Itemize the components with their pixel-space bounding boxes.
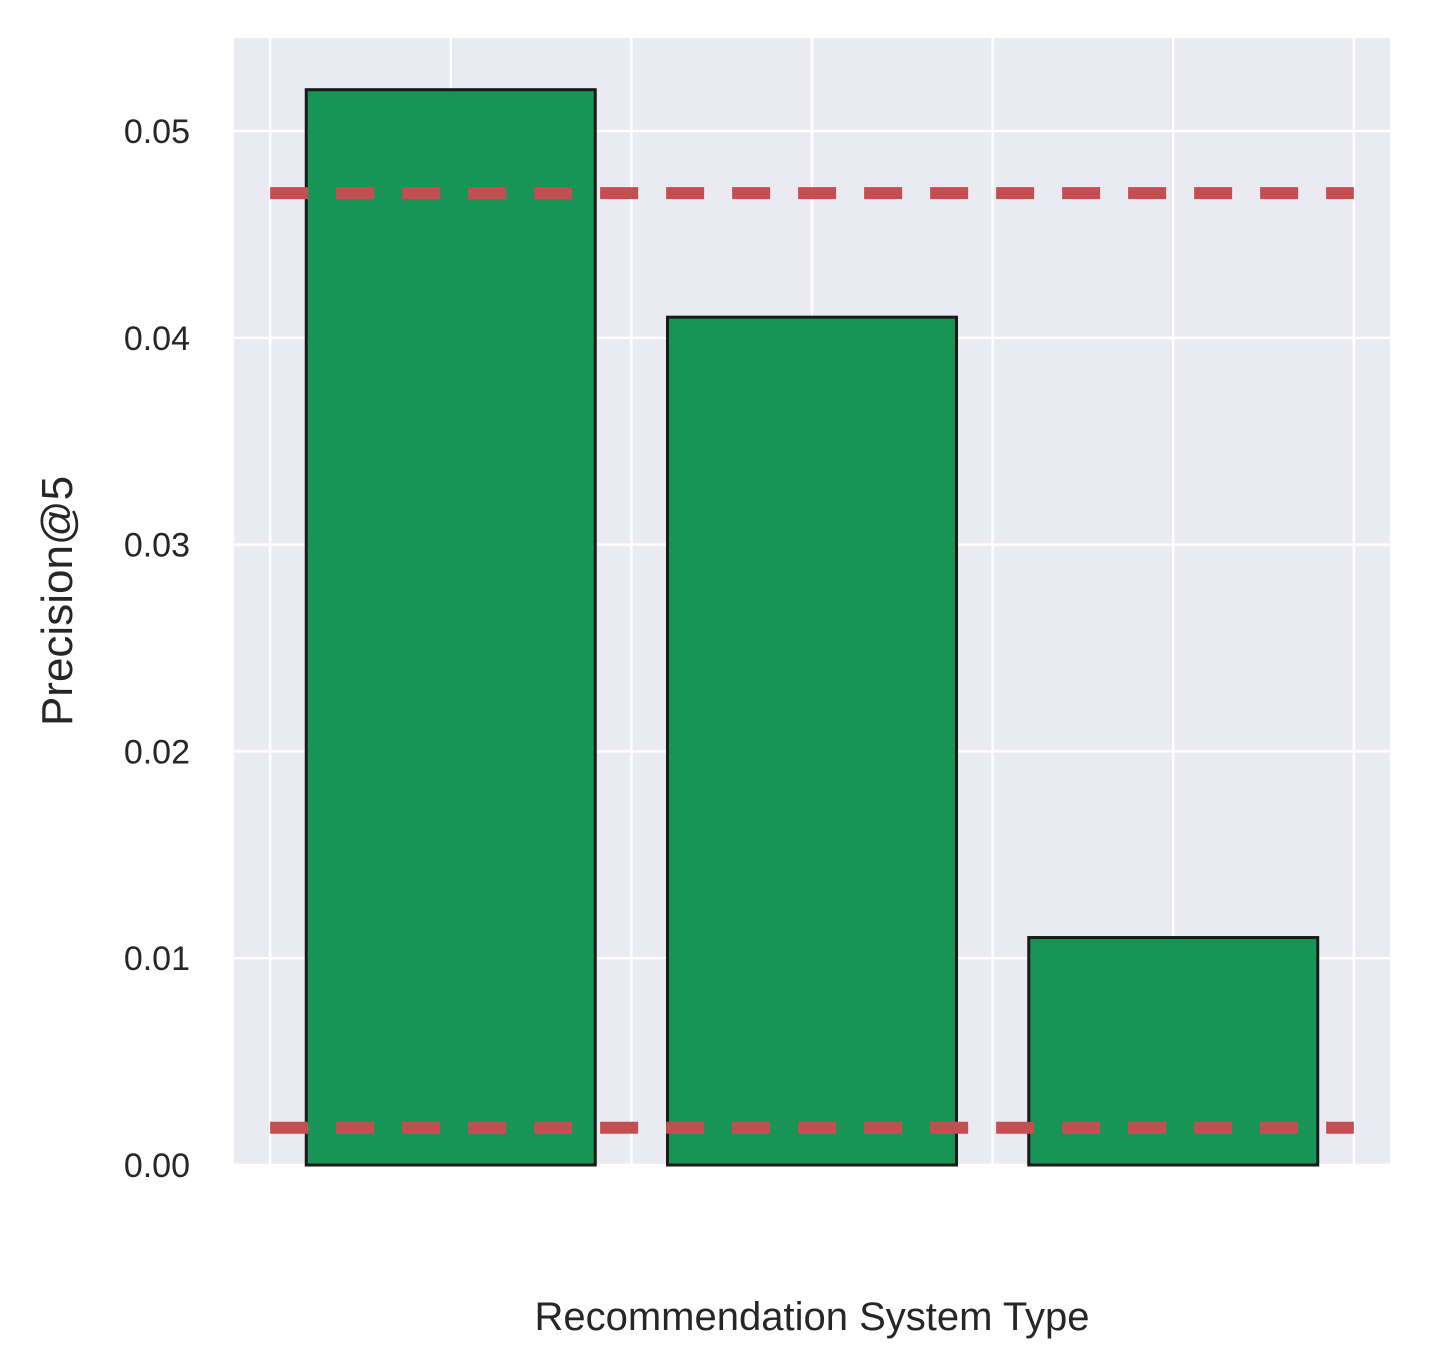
bars xyxy=(304,88,1320,1167)
y-tick-label: 0.05 xyxy=(124,113,190,151)
y-tick-labels: 0.00 0.01 0.02 0.03 0.04 0.05 xyxy=(124,113,190,1185)
bar xyxy=(304,88,597,1167)
reference-lines xyxy=(270,187,1354,1134)
bar xyxy=(666,315,958,1167)
y-tick-label: 0.03 xyxy=(124,527,190,565)
y-tick-label: 0.04 xyxy=(124,320,190,358)
y-axis-label: Precision@5 xyxy=(33,476,82,726)
y-tick-label: 0.00 xyxy=(124,1147,190,1185)
y-tick-label: 0.02 xyxy=(124,733,190,771)
y-tick-label: 0.01 xyxy=(124,940,190,978)
x-axis-label: Recommendation System Type xyxy=(534,1295,1089,1339)
